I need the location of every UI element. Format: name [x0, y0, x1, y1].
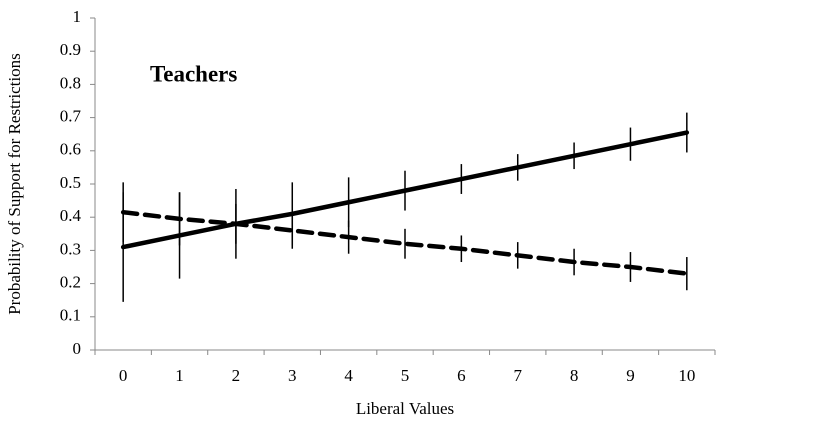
x-tick-label: 10 [678, 366, 695, 385]
y-tick-label: 0.1 [60, 306, 81, 325]
x-tick-label: 6 [457, 366, 466, 385]
series-line [120, 130, 690, 250]
y-tick-label: 0.5 [60, 173, 81, 192]
y-tick-label: 1 [73, 7, 82, 26]
y-tick-label: 0 [73, 339, 82, 358]
y-tick-label: 0.7 [60, 107, 82, 126]
x-tick-label: 1 [175, 366, 184, 385]
y-axis-label: Probability of Support for Restrictions [5, 53, 24, 315]
x-tick-label: 3 [288, 366, 297, 385]
y-tick-label: 0.9 [60, 40, 81, 59]
x-tick-label: 4 [344, 366, 353, 385]
x-tick-label: 0 [119, 366, 128, 385]
x-tick-label: 8 [570, 366, 579, 385]
y-tick-label: 0.6 [60, 140, 81, 159]
y-tick-label: 0.2 [60, 273, 81, 292]
y-tick-label: 0.8 [60, 73, 81, 92]
series-line [120, 209, 690, 276]
x-tick-label: 7 [513, 366, 522, 385]
y-tick-label: 0.4 [60, 206, 82, 225]
x-tick-label: 2 [232, 366, 241, 385]
annotation: Teachers [150, 61, 237, 86]
x-axis-label: Liberal Values [356, 399, 454, 418]
x-tick-label: 5 [401, 366, 410, 385]
x-tick-label: 9 [626, 366, 635, 385]
y-tick-label: 0.3 [60, 239, 81, 258]
